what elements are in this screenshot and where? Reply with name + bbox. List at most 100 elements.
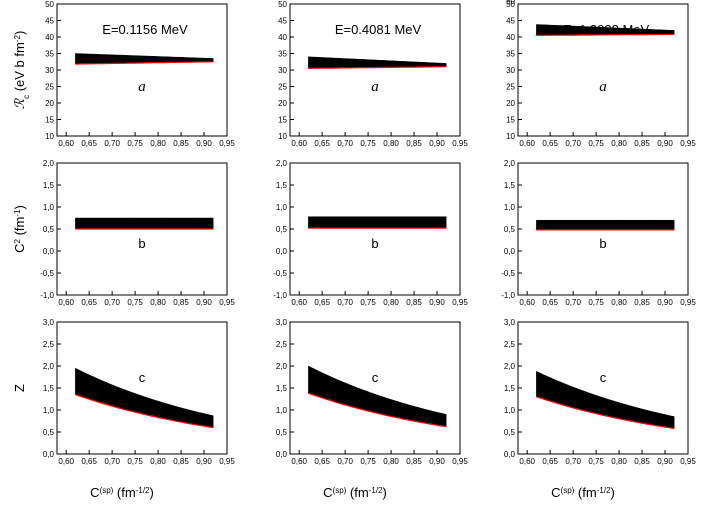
x-tick-label-r2-c1-2: 0,70 — [337, 457, 353, 466]
x-tick-label-r2-c1-6: 0,90 — [429, 457, 445, 466]
y-tick-label-r2-c2-2: 1,0 — [504, 406, 516, 415]
x-tick-label-r1-c2-3: 0,75 — [588, 298, 604, 307]
y-tick-label-r1-c2-0: -1,0 — [501, 291, 515, 300]
x-tick-label-r1-c0-5: 0,85 — [173, 298, 189, 307]
x-tick-label-r2-c1-4: 0,80 — [383, 457, 399, 466]
y-tick-label-r2-c0-5: 2,5 — [43, 340, 55, 349]
plot-frame-r1-c1 — [289, 162, 461, 296]
x-tick-label-r0-c0-3: 0,75 — [127, 139, 143, 148]
y-tick-label-r0-c0-5: 35 — [45, 50, 54, 59]
x-tick-label-r2-c1-7: 0,95 — [452, 457, 468, 466]
x-tick-label-r1-c2-5: 0,85 — [634, 298, 650, 307]
y-tick-label-r2-c0-1: 0,5 — [43, 428, 55, 437]
x-tick-label-r2-c1-0: 0,60 — [291, 457, 307, 466]
x-tick-label-r0-c2-4: 0,80 — [611, 139, 627, 148]
x-tick-label-r1-c0-4: 0,80 — [150, 298, 166, 307]
x-tick-label-r2-c2-1: 0,65 — [542, 457, 558, 466]
x-tick-label-r1-c2-7: 0,95 — [680, 298, 696, 307]
panel-letter-r1-c1: b — [371, 236, 378, 251]
x-tick-label-r1-c1-4: 0,80 — [383, 298, 399, 307]
x-tick-label-r2-c2-0: 0,60 — [519, 457, 535, 466]
x-tick-label-r1-c1-7: 0,95 — [452, 298, 468, 307]
x-tick-label-r0-c2-6: 0,90 — [657, 139, 673, 148]
x-tick-label-r0-c2-5: 0,85 — [634, 139, 650, 148]
y-tick-label-r0-c1-5: 35 — [278, 50, 287, 59]
y-tick-label-r1-c0-1: -0,5 — [40, 269, 54, 278]
y-tick-label-r0-c0-1: 15 — [45, 116, 54, 125]
x-tick-label-r0-c1-1: 0,65 — [314, 139, 330, 148]
y-tick-label-r0-c1-1: 15 — [278, 116, 287, 125]
x-tick-label-r2-c2-3: 0,75 — [588, 457, 604, 466]
y-tick-label-r0-c2-0: 10 — [506, 132, 515, 141]
x-tick-label-r0-c2-2: 0,70 — [565, 139, 581, 148]
x-tick-label-r0-c1-0: 0,60 — [291, 139, 307, 148]
x-tick-label-r0-c1-3: 0,75 — [360, 139, 376, 148]
y-tick-label-r0-c1-3: 25 — [278, 83, 287, 92]
y-tick-label-r0-c1-0: 10 — [278, 132, 287, 141]
y-tick-label-r1-c1-1: -0,5 — [273, 269, 287, 278]
y-tick-label-r2-c2-0: 0,0 — [504, 450, 516, 459]
x-tick-label-r1-c1-2: 0,70 — [337, 298, 353, 307]
x-tick-label-r2-c2-5: 0,85 — [634, 457, 650, 466]
y-axis-label-r0: ℛc (eV b fm-2) — [12, 31, 31, 110]
y-tick-label-r1-c0-2: 0,0 — [43, 247, 55, 256]
x-tick-label-r1-c0-1: 0,65 — [81, 298, 97, 307]
y-tick-label-r1-c0-0: -1,0 — [40, 291, 54, 300]
y-tick-label-r0-c1-2: 20 — [278, 99, 287, 108]
x-tick-label-r0-c1-4: 0,80 — [383, 139, 399, 148]
y-tick-label-r0-c1-4: 30 — [278, 66, 287, 75]
x-tick-label-r1-c1-5: 0,85 — [406, 298, 422, 307]
y-tick-label-r2-c2-3: 1,5 — [504, 384, 516, 393]
y-tick-label-r2-c0-2: 1,0 — [43, 406, 55, 415]
band-lower-edge-r2-c1 — [308, 392, 447, 428]
y-tick-label-r1-c1-4: 1,0 — [276, 203, 288, 212]
y-tick-label-r1-c0-4: 1,0 — [43, 203, 55, 212]
band-lower-edge-r0-c2 — [536, 33, 675, 36]
panel-letter-r1-c2: b — [599, 236, 606, 251]
y-tick-label-r2-c1-4: 2,0 — [276, 362, 288, 371]
x-tick-label-r2-c2-7: 0,95 — [680, 457, 696, 466]
x-tick-label-r1-c1-1: 0,65 — [314, 298, 330, 307]
column-title-0: E=0.1156 MeV — [102, 22, 188, 37]
x-tick-label-r2-c0-5: 0,85 — [173, 457, 189, 466]
y-tick-label-r2-c2-6: 3,0 — [504, 318, 516, 327]
band-r1-c1 — [308, 216, 447, 229]
x-tick-label-r0-c0-6: 0,90 — [196, 139, 212, 148]
column-title-1: E=0.4081 MeV — [335, 22, 422, 37]
y-tick-label-r1-c1-0: -1,0 — [273, 291, 287, 300]
panel-letter-r1-c0: b — [138, 236, 145, 251]
y-axis-label-r2: Z — [12, 384, 27, 392]
panel-letter-r2-c1: c — [372, 370, 379, 385]
band-lower-edge-r2-c2 — [536, 396, 675, 430]
x-tick-label-r1-c0-2: 0,70 — [104, 298, 120, 307]
y-tick-label-r2-c2-5: 2,5 — [504, 340, 516, 349]
y-tick-label-r2-c0-0: 0,0 — [43, 450, 55, 459]
x-tick-label-r2-c0-3: 0,75 — [127, 457, 143, 466]
panel-letter-r0-c2: a — [599, 79, 607, 95]
band-lower-edge-r0-c1 — [308, 66, 447, 69]
x-tick-label-r2-c1-3: 0,75 — [360, 457, 376, 466]
x-tick-label-r1-c0-0: 0,60 — [58, 298, 74, 307]
x-tick-label-r1-c0-6: 0,90 — [196, 298, 212, 307]
y-axis-label-r1: C2 (fm-1) — [12, 205, 27, 253]
x-tick-label-r1-c0-7: 0,95 — [219, 298, 235, 307]
x-tick-label-r2-c0-1: 0,65 — [81, 457, 97, 466]
y-tick-label-r1-c2-2: 0,0 — [504, 247, 516, 256]
y-tick-label-r2-c0-6: 3,0 — [43, 318, 55, 327]
y-tick-label-r0-c0-4: 30 — [45, 66, 54, 75]
y-tick-label-r2-c2-1: 0,5 — [504, 428, 516, 437]
x-tick-label-r2-c0-0: 0,60 — [58, 457, 74, 466]
y-tick-label-r2-c1-6: 3,0 — [276, 318, 288, 327]
y-tick-label-r2-c1-1: 0,5 — [276, 428, 288, 437]
y-tick-label-r0-c1-6: 40 — [278, 33, 287, 42]
y-tick-label-r0-c2-8: 50 — [506, 0, 515, 9]
x-tick-label-r1-c1-0: 0,60 — [291, 298, 307, 307]
band-lower-edge-r2-c0 — [75, 394, 214, 429]
x-tick-label-r2-c0-2: 0,70 — [104, 457, 120, 466]
y-tick-label-r1-c2-3: 0,5 — [504, 225, 516, 234]
column-title-2: E=1.2032 MeV — [563, 22, 650, 37]
y-tick-label-r0-c0-0: 10 — [45, 132, 54, 141]
x-tick-label-r1-c2-4: 0,80 — [611, 298, 627, 307]
y-tick-label-r2-c1-5: 2,5 — [276, 340, 288, 349]
